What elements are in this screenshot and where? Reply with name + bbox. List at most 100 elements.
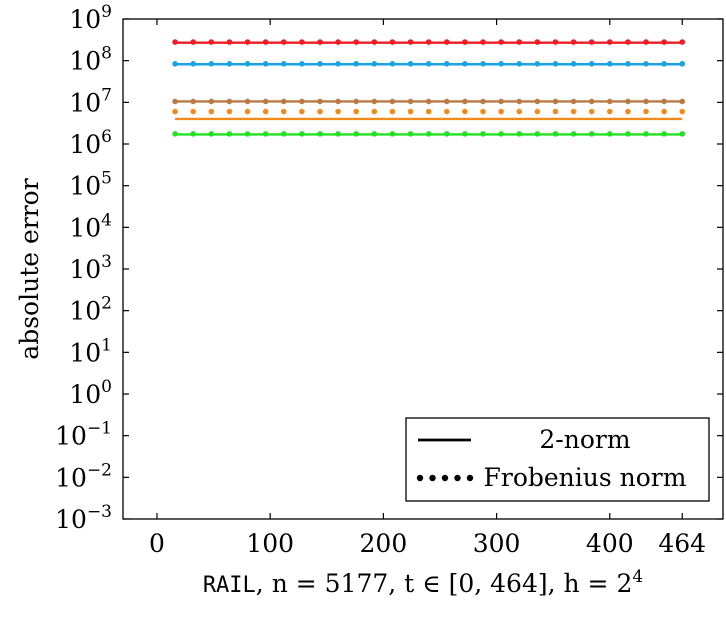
x-tick-label: 100: [246, 529, 294, 558]
series-5-frobenius-point: [407, 131, 414, 137]
series-2-frobenius-point: [317, 61, 323, 67]
series-2-frobenius-point: [625, 61, 631, 67]
series-4-frobenius-point: [462, 108, 468, 115]
series-2-frobenius-point: [588, 61, 595, 67]
series-5-frobenius-point: [371, 131, 378, 137]
series-5-frobenius-point: [190, 131, 196, 137]
y-axis-label: absolute error: [15, 178, 44, 359]
series-5-frobenius-point: [643, 131, 649, 137]
series-4-frobenius-point: [172, 108, 178, 115]
series-4-frobenius-point: [534, 108, 541, 115]
series-3-frobenius-point: [661, 98, 667, 105]
series-4-frobenius-point: [262, 108, 269, 115]
series-4-frobenius-point: [371, 108, 378, 115]
y-tick-label: 100: [69, 377, 112, 409]
series-5-frobenius-point: [172, 131, 178, 137]
x-tick-label: 0: [149, 529, 165, 558]
series-1-frobenius-point: [353, 39, 360, 45]
series-4-frobenius-point: [226, 108, 233, 115]
series-2-frobenius-point: [262, 61, 269, 67]
series-5-frobenius-point: [534, 131, 541, 137]
series-2-frobenius-point: [335, 61, 341, 67]
y-tick-label: 103: [69, 252, 112, 284]
series-1-frobenius-point: [462, 39, 468, 45]
series-3-frobenius-point: [625, 98, 631, 105]
series-4-frobenius-point: [661, 108, 667, 115]
series-1-frobenius-point: [335, 39, 341, 45]
legend-dot: [416, 474, 424, 482]
series-2-frobenius-point: [190, 61, 196, 67]
series-2-frobenius-point: [353, 61, 360, 67]
series-1-frobenius-point: [172, 39, 178, 45]
series-4-frobenius-point: [407, 108, 414, 115]
series-4-frobenius-point: [679, 108, 686, 115]
series-3-frobenius-point: [353, 98, 360, 105]
series-2-frobenius-point: [643, 61, 649, 67]
series-2: [172, 61, 686, 67]
series-2-frobenius-point: [516, 61, 523, 67]
series-3-frobenius-point: [262, 98, 269, 105]
series-3-frobenius-point: [570, 98, 577, 105]
series-4-frobenius-point: [299, 108, 305, 115]
series-1-frobenius-point: [443, 39, 450, 45]
series-2-frobenius-point: [407, 61, 414, 67]
series-4-frobenius-point: [625, 108, 631, 115]
series-3-frobenius-point: [425, 98, 432, 105]
x-axis-ticks: 0 100 200 300 400 464: [149, 19, 706, 558]
series-5-frobenius-point: [625, 131, 631, 137]
series-1-frobenius-point: [262, 39, 269, 45]
series-1-frobenius-point: [280, 39, 287, 45]
series-1-frobenius-point: [208, 39, 215, 45]
series-5-frobenius-point: [443, 131, 450, 137]
series-1-frobenius-point: [226, 39, 233, 45]
series-4-frobenius-point: [389, 108, 396, 115]
y-tick-label: 10−1: [55, 419, 112, 451]
series-1-frobenius-point: [516, 39, 523, 45]
series-2-frobenius-point: [480, 61, 486, 67]
y-tick-label: 109: [69, 2, 112, 34]
series-1-frobenius-point: [190, 39, 196, 45]
series-1-frobenius-point: [425, 39, 432, 45]
series-5-frobenius-point: [226, 131, 233, 137]
x-tick-label: 464: [658, 529, 706, 558]
series-5-frobenius-point: [480, 131, 486, 137]
series-3-frobenius-point: [516, 98, 523, 105]
legend-label-frobenius-norm: Frobenius norm: [484, 463, 687, 492]
series-3-frobenius-point: [679, 98, 686, 105]
series-5: [172, 131, 686, 137]
series-4-frobenius-point: [280, 108, 287, 115]
series-2-frobenius-point: [208, 61, 215, 67]
series-2-frobenius-point: [425, 61, 432, 67]
series-1-frobenius-point: [407, 39, 414, 45]
series-4-frobenius-point: [190, 108, 196, 115]
series-2-frobenius-point: [389, 61, 396, 67]
x-tick-label: 300: [473, 529, 521, 558]
series-4-frobenius-point: [425, 108, 432, 115]
series-5-frobenius-point: [262, 131, 269, 137]
series-3-frobenius-point: [462, 98, 468, 105]
legend-label-2-norm: 2-norm: [539, 425, 630, 454]
legend-dot: [454, 474, 461, 482]
series-4-frobenius-point: [498, 108, 504, 115]
y-axis-ticks: 10−3 10−2 10−1 100 101 102 103 104 105 106 107 108 1…: [55, 2, 723, 534]
series-3-frobenius-point: [226, 98, 233, 105]
x-axis-label-params: , n = 5177, t ∈ [0, 464], h = 2: [256, 569, 633, 598]
series-2-frobenius-point: [570, 61, 577, 67]
series-3-frobenius-point: [552, 98, 559, 105]
series-3-frobenius-point: [534, 98, 541, 105]
series-5-frobenius-point: [516, 131, 523, 137]
x-axis-label: RAIL, n = 5177, t ∈ [0, 464], h = 24: [203, 567, 643, 598]
series-4-frobenius-point: [317, 108, 323, 115]
legend-box: [405, 417, 710, 502]
series-3-frobenius-point: [407, 98, 414, 105]
series-4-frobenius-point: [606, 108, 613, 115]
series-2-frobenius-point: [498, 61, 504, 67]
series-5-frobenius-point: [353, 131, 360, 137]
series-1: [172, 39, 686, 45]
series-5-frobenius-point: [552, 131, 559, 137]
series-3-frobenius-point: [643, 98, 649, 105]
y-tick-label: 101: [69, 335, 112, 367]
series-4-frobenius-point: [588, 108, 595, 115]
